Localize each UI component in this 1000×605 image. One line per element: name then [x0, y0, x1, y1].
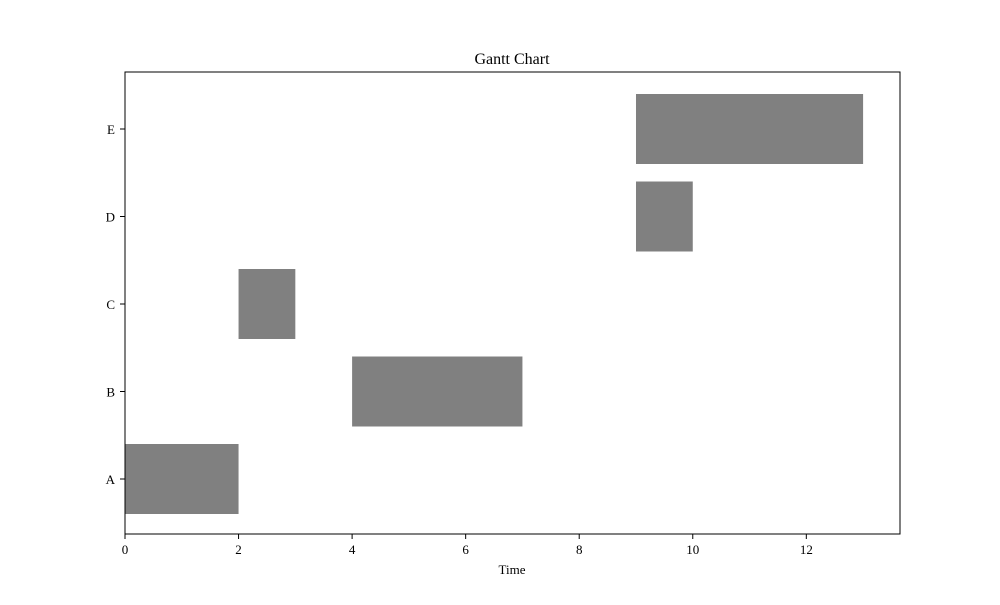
bar-d [635, 181, 693, 252]
plot-frame [124, 71, 901, 535]
chart-title: Gantt Chart [474, 51, 550, 68]
bar-b [352, 356, 523, 427]
x-axis-label: Time [499, 562, 526, 577]
x-tick-label: 12 [800, 542, 813, 557]
bar-a [125, 444, 239, 514]
y-tick-label-a: A [106, 472, 116, 487]
x-tick-label: 4 [349, 542, 356, 557]
y-tick-label-e: E [107, 122, 115, 137]
x-tick-label: 6 [462, 542, 469, 557]
x-tick-label: 10 [686, 542, 699, 557]
y-axis: A B C D E [106, 122, 125, 487]
x-tick-label: 8 [576, 542, 583, 557]
bars-layer [125, 94, 864, 514]
x-tick-label: 0 [122, 542, 129, 557]
x-tick-label: 2 [235, 542, 242, 557]
y-tick-label-d: D [106, 210, 115, 225]
y-tick-label-b: B [106, 385, 115, 400]
y-tick-label-c: C [106, 297, 115, 312]
bar-e [635, 94, 864, 164]
x-axis: 0 2 4 6 8 10 12 [122, 534, 813, 557]
bar-c [238, 269, 296, 339]
